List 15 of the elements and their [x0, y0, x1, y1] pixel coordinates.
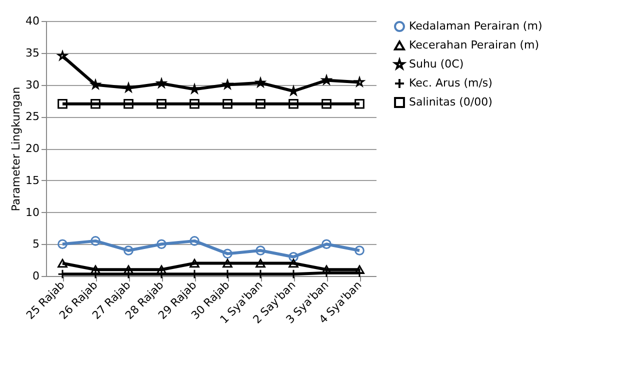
y-tick-label: 10 — [26, 206, 40, 219]
y-tick-label: 40 — [26, 14, 40, 28]
y-axis-title: Parameter Lingkungan — [10, 86, 23, 212]
legend-label: Kecerahan Perairan (m) — [409, 38, 540, 52]
y-tick-label: 0 — [32, 270, 40, 282]
y-tick-label: 35 — [26, 46, 40, 60]
y-tick-label: 25 — [26, 110, 40, 124]
y-tick-label: 5 — [32, 238, 40, 251]
legend-label: Kedalaman Perairan (m) — [409, 20, 542, 32]
y-tick-label: 30 — [26, 78, 40, 92]
y-tick-label: 15 — [26, 174, 40, 187]
legend-label: Suhu (0C) — [409, 58, 464, 70]
y-tick-label: 20 — [26, 142, 40, 155]
legend-label: Salinitas (0/00) — [409, 96, 492, 108]
legend-label: Kec. Arus (m/s) — [409, 76, 492, 90]
